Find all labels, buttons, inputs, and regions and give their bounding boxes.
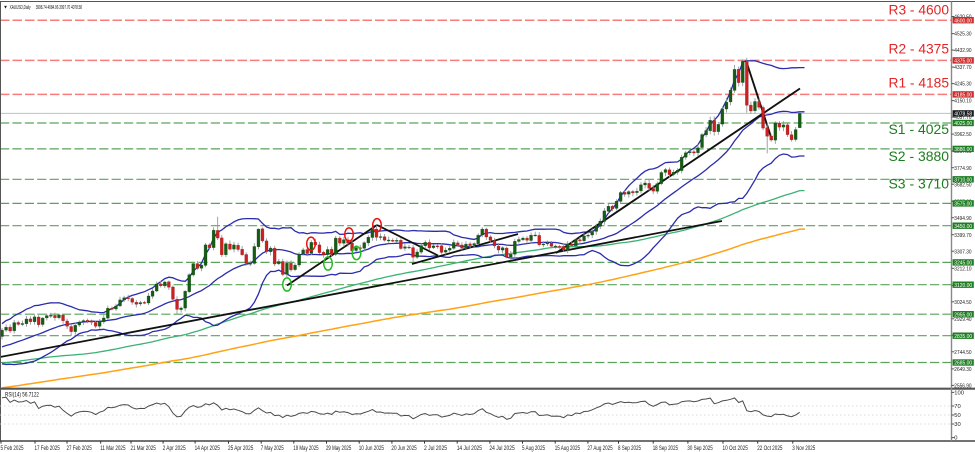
svg-text:4185.00: 4185.00 bbox=[954, 93, 972, 99]
svg-text:3880.00: 3880.00 bbox=[954, 147, 972, 153]
svg-text:24 Jul 2025: 24 Jul 2025 bbox=[489, 445, 515, 452]
svg-text:3024.50: 3024.50 bbox=[954, 300, 971, 306]
svg-text:2685.00: 2685.00 bbox=[954, 361, 972, 367]
svg-text:2649.30: 2649.30 bbox=[954, 367, 971, 373]
svg-text:3867.90: 3867.90 bbox=[954, 149, 971, 155]
svg-text:S1 - 4025: S1 - 4025 bbox=[889, 121, 950, 137]
svg-text:27 Feb 2025: 27 Feb 2025 bbox=[67, 445, 93, 452]
svg-text:25 Apr 2025: 25 Apr 2025 bbox=[228, 445, 254, 452]
svg-text:4375.00: 4375.00 bbox=[954, 59, 972, 65]
svg-text:30 Sep 2025: 30 Sep 2025 bbox=[687, 445, 713, 452]
svg-text:70: 70 bbox=[954, 404, 960, 410]
svg-text:20 Jun 2025: 20 Jun 2025 bbox=[391, 445, 417, 452]
svg-text:3682.50: 3682.50 bbox=[954, 182, 971, 188]
svg-text:2556.90: 2556.90 bbox=[954, 384, 971, 390]
svg-text:10 Oct 2025: 10 Oct 2025 bbox=[723, 445, 749, 452]
svg-text:R1 - 4185: R1 - 4185 bbox=[889, 75, 950, 91]
svg-text:S2 - 3880: S2 - 3880 bbox=[889, 148, 950, 164]
svg-text:10 Jun 2025: 10 Jun 2025 bbox=[359, 445, 385, 452]
svg-text:3245.00: 3245.00 bbox=[954, 261, 972, 267]
svg-text:50: 50 bbox=[954, 413, 960, 419]
svg-text:4025.00: 4025.00 bbox=[954, 121, 972, 127]
svg-text:18 Sep 2025: 18 Sep 2025 bbox=[653, 445, 679, 452]
svg-text:4600.00: 4600.00 bbox=[954, 18, 972, 24]
svg-text:4150.10: 4150.10 bbox=[954, 99, 971, 105]
svg-text:8 Sep 2025: 8 Sep 2025 bbox=[618, 445, 641, 452]
svg-text:3120.00: 3120.00 bbox=[954, 283, 972, 289]
svg-text:3212.10: 3212.10 bbox=[954, 266, 971, 272]
svg-text:5 Feb 2025: 5 Feb 2025 bbox=[1, 445, 24, 452]
svg-text:R3 - 4600: R3 - 4600 bbox=[889, 1, 950, 17]
svg-text:17 Feb 2025: 17 Feb 2025 bbox=[35, 445, 61, 452]
svg-text:3494.90: 3494.90 bbox=[954, 216, 971, 222]
svg-text:S3 - 3710: S3 - 3710 bbox=[889, 175, 950, 191]
svg-text:3774.90: 3774.90 bbox=[954, 166, 971, 172]
svg-text:21 Mar 2025: 21 Mar 2025 bbox=[131, 445, 157, 452]
svg-text:4432.90: 4432.90 bbox=[954, 48, 971, 54]
svg-text:15 Aug 2025: 15 Aug 2025 bbox=[555, 445, 581, 452]
svg-text:3399.70: 3399.70 bbox=[954, 233, 971, 239]
svg-text:3710.00: 3710.00 bbox=[954, 178, 972, 184]
svg-text:XAUUSD,Daily: XAUUSD,Daily bbox=[10, 5, 31, 11]
svg-text:19 May 2025: 19 May 2025 bbox=[293, 445, 319, 452]
svg-text:29 May 2025: 29 May 2025 bbox=[326, 445, 352, 452]
svg-text:0: 0 bbox=[954, 436, 957, 442]
svg-text:11 Mar 2025: 11 Mar 2025 bbox=[100, 445, 126, 452]
svg-text:5 Aug 2025: 5 Aug 2025 bbox=[522, 445, 545, 452]
svg-text:R2 - 4375: R2 - 4375 bbox=[889, 41, 950, 57]
svg-text:2955.00: 2955.00 bbox=[954, 312, 972, 318]
svg-text:4337.70: 4337.70 bbox=[954, 65, 971, 71]
svg-text:3575.00: 3575.00 bbox=[954, 202, 972, 208]
svg-text:3998.74 4084.96 3997.70 4078.5: 3998.74 4084.96 3997.70 4078.58 bbox=[36, 5, 82, 11]
svg-text:4078.58: 4078.58 bbox=[954, 112, 972, 118]
svg-text:3 Nov 2025: 3 Nov 2025 bbox=[792, 445, 815, 452]
svg-text:2929.40: 2929.40 bbox=[954, 317, 971, 323]
svg-text:▼: ▼ bbox=[3, 4, 8, 9]
svg-text:2 Jul 2025: 2 Jul 2025 bbox=[424, 445, 447, 452]
svg-text:7 May 2025: 7 May 2025 bbox=[261, 445, 284, 452]
svg-text:14 Apr 2025: 14 Apr 2025 bbox=[195, 445, 221, 452]
svg-text:RSI(14) 56.7122: RSI(14) 56.7122 bbox=[5, 392, 40, 398]
svg-text:4525.30: 4525.30 bbox=[954, 32, 971, 38]
svg-text:30: 30 bbox=[954, 422, 960, 428]
svg-text:27 Aug 2025: 27 Aug 2025 bbox=[587, 445, 613, 452]
svg-text:100: 100 bbox=[954, 391, 964, 397]
svg-text:3962.50: 3962.50 bbox=[954, 132, 971, 138]
svg-text:2744.50: 2744.50 bbox=[954, 350, 971, 356]
svg-text:2835.00: 2835.00 bbox=[954, 334, 972, 340]
svg-text:3450.00: 3450.00 bbox=[954, 224, 972, 230]
svg-text:2 Apr 2025: 2 Apr 2025 bbox=[163, 445, 186, 452]
svg-text:3307.30: 3307.30 bbox=[954, 249, 971, 255]
svg-text:14 Jul 2025: 14 Jul 2025 bbox=[457, 445, 483, 452]
svg-text:4245.30: 4245.30 bbox=[954, 82, 971, 88]
svg-text:22 Oct 2025: 22 Oct 2025 bbox=[757, 445, 783, 452]
svg-text:4057.70: 4057.70 bbox=[954, 115, 971, 121]
